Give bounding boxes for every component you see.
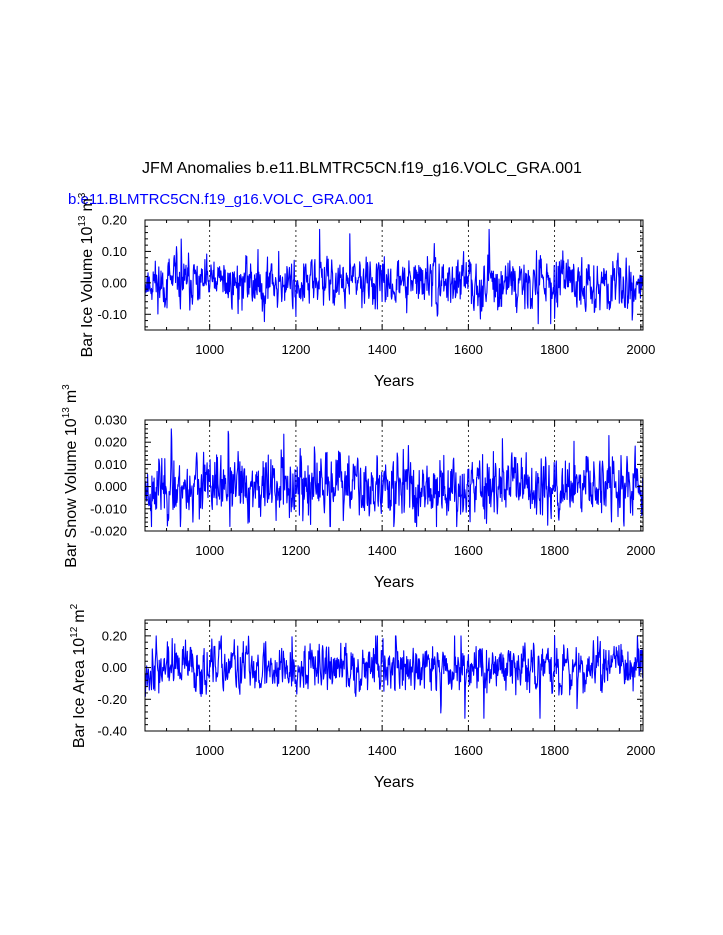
chart-panel-1: 1000 1200 1400 1600 1800 2000 -0.10 0.00 0.10 0.2… — [77, 192, 655, 390]
x-tick-label: 1000 — [195, 543, 224, 558]
x-tick-label: 1600 — [454, 342, 483, 357]
series-line-3 — [144, 635, 644, 719]
y-axis-label: Bar Snow Volume 1013m3 — [61, 384, 80, 568]
panels: 1000 1200 1400 1600 1800 2000 -0.10 0.00 0.10 0.2… — [61, 192, 655, 791]
y-axis-label: Bar Ice Volume 1013m3 — [77, 192, 96, 357]
y-tick-label: -0.20 — [97, 692, 127, 707]
y-tick-label: 0.030 — [94, 413, 127, 428]
chart-panel-2: 1000 1200 1400 1600 1800 2000 -0.020 -0.010 0.00… — [61, 384, 655, 591]
y-tick-label: -0.010 — [90, 501, 127, 516]
y-tick-label: -0.020 — [90, 524, 127, 539]
figure-subtitle: b.e11.BLMTRC5CN.f19_g16.VOLC_GRA.001 — [68, 191, 374, 208]
x-axis-label: Years — [374, 574, 414, 591]
y-tick-label: 0.20 — [102, 213, 127, 228]
plot-frame-2 — [144, 419, 644, 532]
y-tick-label: 0.010 — [94, 457, 127, 472]
x-tick-label: 1200 — [281, 543, 310, 558]
x-tick-label: 2000 — [626, 342, 655, 357]
x-tick-label: 1200 — [281, 342, 310, 357]
x-tick-label: 1800 — [540, 743, 569, 758]
y-axis-label: Bar Ice Area 1012m2 — [69, 603, 88, 748]
y-tick-label: 0.20 — [102, 628, 127, 643]
x-tick-label: 1400 — [368, 543, 397, 558]
x-tick-label: 1800 — [540, 543, 569, 558]
figure-title: JFM Anomalies b.e11.BLMTRC5CN.f19_g16.VO… — [142, 160, 582, 177]
plot-frame-1 — [144, 219, 644, 331]
x-tick-label: 1400 — [368, 342, 397, 357]
y-tick-label: 0.10 — [102, 244, 127, 259]
x-tick-label: 1000 — [195, 743, 224, 758]
x-tick-label: 1600 — [454, 743, 483, 758]
y-tick-label: 0.020 — [94, 435, 127, 450]
y-tick-label: -0.10 — [97, 307, 127, 322]
plot-frame-3 — [144, 619, 644, 732]
x-tick-label: 2000 — [626, 743, 655, 758]
x-tick-label: 1600 — [454, 543, 483, 558]
x-tick-label: 1200 — [281, 743, 310, 758]
x-tick-label: 2000 — [626, 543, 655, 558]
y-tick-label: -0.40 — [97, 724, 127, 739]
x-axis-label: Years — [374, 373, 414, 390]
chart-panel-3: 1000 1200 1400 1600 1800 2000 -0.40 -0.20 0.00 0.… — [69, 603, 655, 791]
y-tick-label: 0.00 — [102, 275, 127, 290]
x-tick-label: 1800 — [540, 342, 569, 357]
y-tick-label: 0.00 — [102, 660, 127, 675]
x-axis-label: Years — [374, 774, 414, 791]
x-tick-label: 1400 — [368, 743, 397, 758]
series-line-2 — [144, 428, 644, 528]
series-line-1 — [144, 228, 644, 325]
x-tick-label: 1000 — [195, 342, 224, 357]
y-tick-label: 0.000 — [94, 479, 127, 494]
